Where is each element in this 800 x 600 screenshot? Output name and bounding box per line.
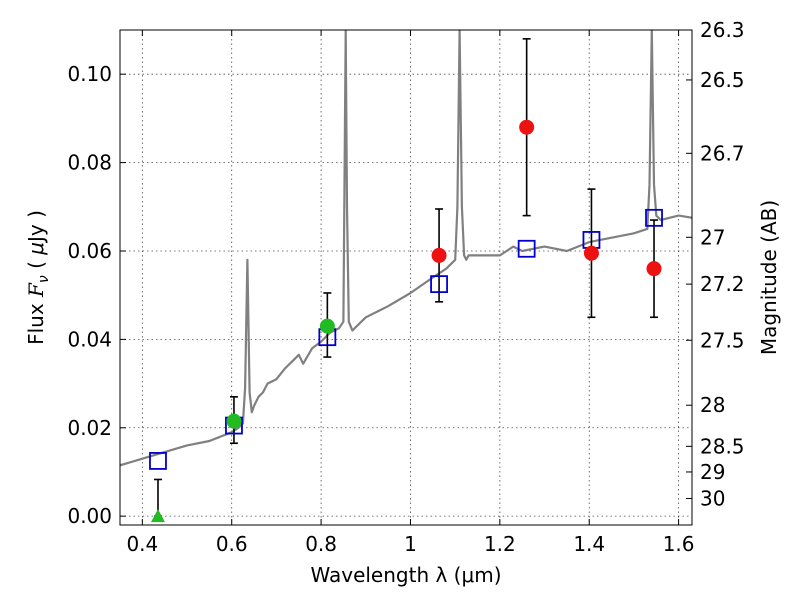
- right-tick-label: 29: [700, 460, 725, 484]
- x-axis-label: Wavelength λ (μm): [310, 563, 501, 587]
- observed-circle-marker: [646, 261, 662, 277]
- y-tick-label: 0.04: [67, 327, 112, 351]
- observed-circle-marker: [226, 413, 242, 429]
- y-axis-label-left: Flux Fν ( μJy ): [24, 210, 52, 345]
- x-tick-label: 1: [404, 532, 417, 556]
- right-tick-label: 27.5: [700, 328, 745, 352]
- ylabel-mu: μ: [24, 242, 48, 256]
- observed-circle-marker: [431, 247, 447, 263]
- y-tick-label: 0.08: [67, 151, 112, 175]
- ylabel-fsub: ν: [36, 275, 52, 283]
- y-axis-label-right: Magnitude (AB): [757, 200, 781, 355]
- ylabel-post: Jy ): [24, 210, 48, 244]
- right-tick-label: 26.3: [700, 18, 745, 42]
- x-tick-label: 0.8: [305, 532, 337, 556]
- x-tick-label: 1.4: [573, 532, 605, 556]
- right-tick-label: 26.5: [700, 68, 745, 92]
- y-tick-label: 0.02: [67, 416, 112, 440]
- x-tick-label: 0.6: [216, 532, 248, 556]
- right-tick-label: 27.2: [700, 272, 745, 296]
- x-tick-label: 0.4: [126, 532, 158, 556]
- right-tick-label: 26.7: [700, 141, 745, 165]
- right-tick-label: 28: [700, 393, 725, 417]
- y-tick-label: 0.00: [67, 504, 112, 528]
- model-square-marker: [517, 239, 536, 258]
- marker-layer: [149, 119, 663, 523]
- right-tick-label: 30: [700, 486, 725, 510]
- ylabel-fvar: F: [24, 282, 48, 298]
- x-tick-label: 1.2: [484, 532, 516, 556]
- observed-circle-marker: [519, 119, 535, 135]
- plot-frame: [119, 29, 693, 526]
- model-square-marker: [149, 452, 167, 470]
- x-tick-label: 1.6: [663, 532, 695, 556]
- right-tick-label: 27: [700, 225, 725, 249]
- spectrum-layer: [120, 30, 692, 467]
- model-square-marker: [430, 275, 448, 294]
- model-square-marker: [645, 208, 663, 227]
- ylabel-pre: Flux: [24, 297, 48, 345]
- observed-circle-marker: [319, 318, 335, 334]
- right-tick-label: 28.5: [700, 434, 745, 458]
- y-tick-label: 0.06: [67, 239, 112, 263]
- y-tick-label: 0.10: [67, 62, 112, 86]
- ylabel-mid: (: [24, 255, 48, 276]
- errorbar-layer: [153, 38, 659, 517]
- upper-limit-triangle-marker: [150, 509, 165, 523]
- grid-lines: [120, 30, 692, 525]
- observed-circle-marker: [583, 245, 599, 261]
- spectrum-line: [120, 30, 692, 467]
- tick-layer: 0.4 0.6 0.8 1 1.2 1.4 1.6 0.00 0.02 0.04 0.06 0.08 0…: [67, 18, 744, 556]
